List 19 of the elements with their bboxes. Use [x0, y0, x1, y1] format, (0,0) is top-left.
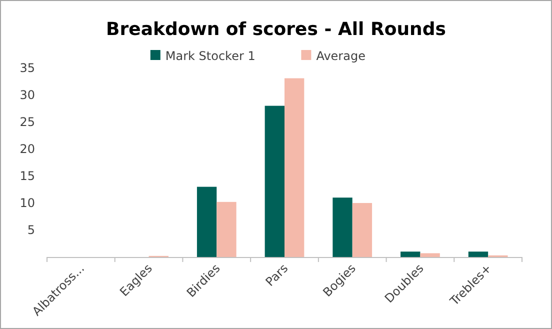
y-tick-label: 30	[20, 88, 35, 102]
bar	[196, 186, 217, 257]
bar	[216, 202, 236, 257]
legend-label: Average	[316, 49, 366, 63]
bar	[400, 252, 420, 257]
bar	[264, 106, 284, 257]
bar	[352, 203, 372, 257]
y-tick-label: 10	[20, 196, 35, 210]
bar	[284, 78, 304, 257]
legend-label: Mark Stocker 1	[165, 49, 256, 63]
chart-title: Breakdown of scores - All Rounds	[106, 19, 446, 40]
y-tick-label: 35	[20, 61, 35, 76]
y-tick-label: 15	[20, 169, 35, 184]
bar	[420, 253, 440, 257]
y-tick-label: 5	[27, 223, 35, 238]
bar	[468, 252, 488, 257]
bar	[332, 198, 352, 257]
y-tick-label: 25	[20, 115, 35, 130]
y-tick-label: 20	[20, 142, 35, 156]
